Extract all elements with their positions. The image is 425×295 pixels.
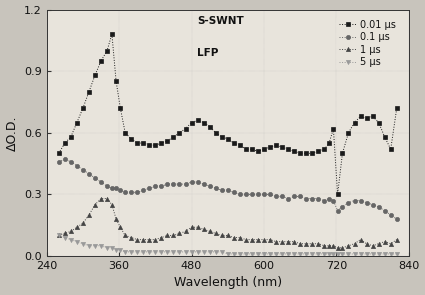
0.1 μs [56, 160, 61, 163]
5 μs [109, 246, 114, 250]
5 μs [56, 234, 61, 237]
1 μs [93, 203, 98, 206]
1 μs [310, 242, 315, 245]
0.01 μs [394, 106, 400, 110]
Text: LFP: LFP [197, 48, 218, 58]
5 μs [394, 252, 400, 256]
5 μs [237, 252, 242, 256]
0.01 μs [109, 32, 114, 36]
Line: 1 μs: 1 μs [57, 196, 399, 250]
0.01 μs [68, 135, 74, 139]
0.1 μs [237, 193, 242, 196]
0.1 μs [310, 197, 315, 200]
0.1 μs [113, 186, 119, 190]
5 μs [93, 244, 98, 248]
Text: S-SWNT: S-SWNT [197, 16, 244, 26]
1 μs [237, 236, 242, 239]
1 μs [147, 238, 152, 241]
0.01 μs [56, 152, 61, 155]
0.01 μs [237, 143, 242, 147]
0.01 μs [310, 152, 315, 155]
1 μs [99, 197, 104, 200]
5 μs [225, 252, 230, 256]
1 μs [56, 234, 61, 237]
X-axis label: Wavelength (nm): Wavelength (nm) [174, 276, 282, 289]
Y-axis label: ΔO.D.: ΔO.D. [6, 115, 19, 150]
1 μs [335, 246, 340, 250]
Legend: 0.01 μs, 0.1 μs, 1 μs, 5 μs: 0.01 μs, 0.1 μs, 1 μs, 5 μs [337, 17, 399, 70]
5 μs [141, 250, 146, 254]
Line: 0.1 μs: 0.1 μs [57, 158, 399, 221]
0.1 μs [394, 217, 400, 221]
Line: 5 μs: 5 μs [57, 233, 399, 256]
0.1 μs [74, 164, 79, 168]
0.1 μs [99, 180, 104, 184]
5 μs [68, 238, 74, 241]
0.1 μs [62, 158, 68, 161]
1 μs [113, 217, 119, 221]
1 μs [68, 230, 74, 233]
0.1 μs [147, 186, 152, 190]
Line: 0.01 μs: 0.01 μs [57, 32, 399, 196]
0.01 μs [147, 143, 152, 147]
0.01 μs [335, 193, 340, 196]
1 μs [394, 238, 400, 241]
5 μs [310, 252, 315, 256]
0.01 μs [93, 73, 98, 77]
0.01 μs [113, 80, 119, 83]
